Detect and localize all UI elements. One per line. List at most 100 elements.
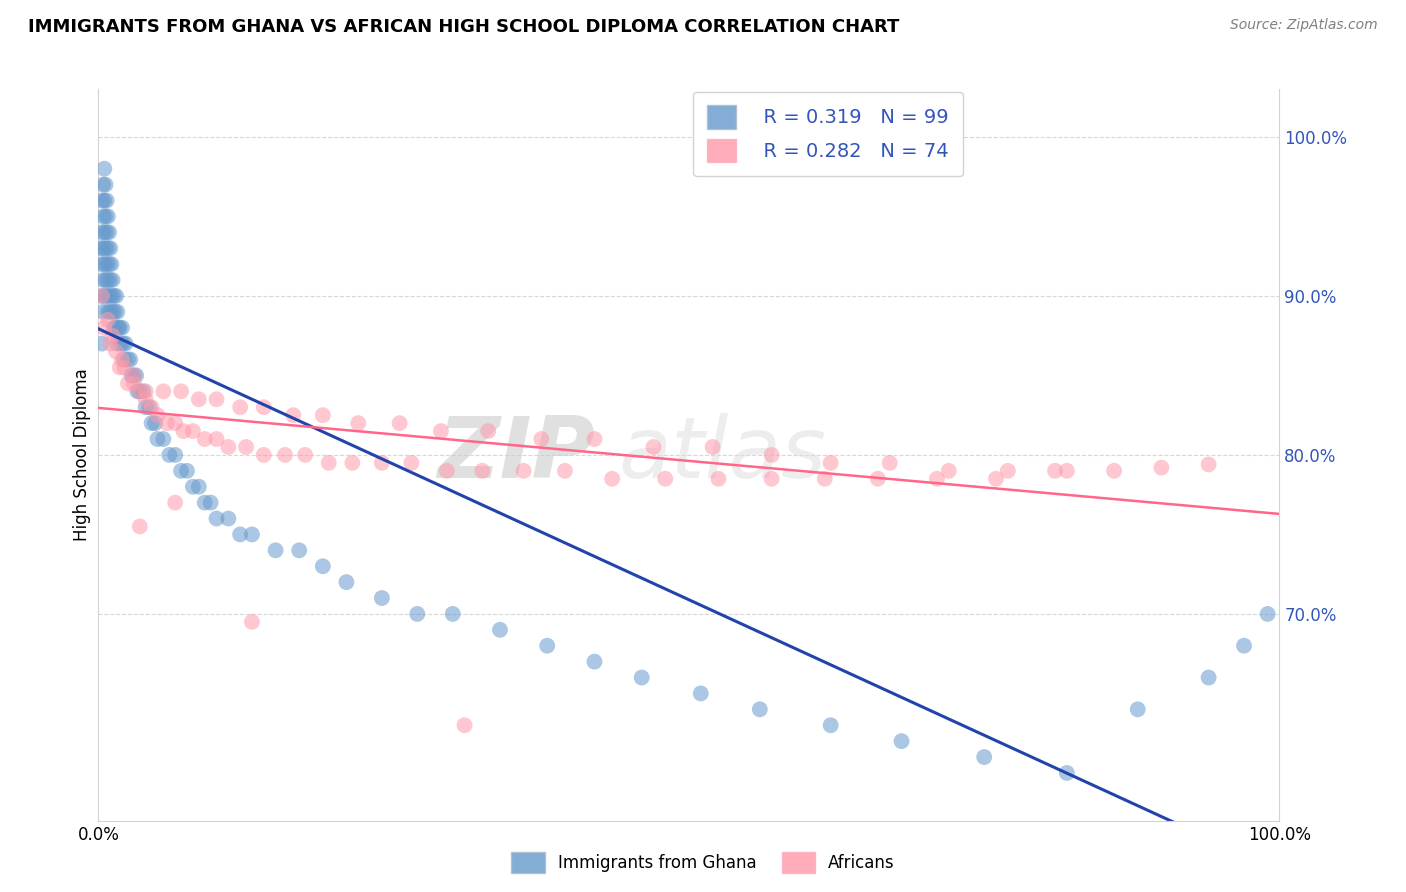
Point: [1198, 671, 1220, 685]
Point: [112, 360, 135, 375]
Point: [93, 257, 115, 271]
Point: [90, 241, 112, 255]
Point: [111, 320, 134, 334]
Point: [122, 376, 145, 391]
Point: [253, 401, 276, 415]
Point: [94, 210, 117, 224]
Text: IMMIGRANTS FROM GHANA VS AFRICAN HIGH SCHOOL DIPLOMA CORRELATION CHART: IMMIGRANTS FROM GHANA VS AFRICAN HIGH SC…: [28, 18, 900, 36]
Point: [125, 368, 148, 383]
Point: [141, 416, 163, 430]
Point: [187, 480, 209, 494]
Point: [925, 472, 948, 486]
Point: [117, 352, 139, 367]
Point: [143, 416, 166, 430]
Point: [172, 424, 194, 438]
Point: [97, 312, 120, 326]
Point: [96, 257, 118, 271]
Point: [93, 161, 115, 176]
Point: [97, 210, 120, 224]
Point: [318, 456, 340, 470]
Legend:   R = 0.319   N = 99,   R = 0.282   N = 74: R = 0.319 N = 99, R = 0.282 N = 74: [693, 92, 963, 176]
Point: [132, 384, 155, 399]
Point: [117, 376, 139, 391]
Point: [97, 241, 120, 255]
Point: [1150, 460, 1173, 475]
Point: [200, 495, 222, 509]
Point: [103, 320, 125, 334]
Point: [630, 671, 652, 685]
Point: [100, 289, 122, 303]
Point: [643, 440, 665, 454]
Point: [489, 623, 512, 637]
Point: [98, 305, 121, 319]
Point: [98, 336, 121, 351]
Point: [240, 615, 263, 629]
Point: [441, 607, 464, 621]
Point: [536, 639, 558, 653]
Point: [94, 178, 117, 192]
Point: [93, 289, 115, 303]
Point: [97, 273, 120, 287]
Point: [1056, 766, 1078, 780]
Point: [141, 401, 163, 415]
Point: [91, 273, 114, 287]
Point: [93, 225, 115, 239]
Point: [1198, 458, 1220, 472]
Point: [973, 750, 995, 764]
Point: [112, 352, 135, 367]
Point: [176, 464, 198, 478]
Point: [217, 440, 239, 454]
Point: [1102, 464, 1125, 478]
Point: [229, 401, 252, 415]
Point: [512, 464, 534, 478]
Point: [105, 344, 128, 359]
Point: [654, 472, 676, 486]
Point: [91, 336, 114, 351]
Point: [205, 511, 228, 525]
Point: [108, 320, 131, 334]
Point: [98, 241, 121, 255]
Point: [91, 257, 114, 271]
Point: [181, 480, 204, 494]
Point: [997, 464, 1019, 478]
Point: [1126, 702, 1149, 716]
Point: [128, 384, 150, 399]
Point: [165, 416, 187, 430]
Point: [205, 392, 228, 407]
Point: [122, 368, 145, 383]
Point: [121, 368, 143, 383]
Point: [110, 336, 132, 351]
Point: [91, 210, 114, 224]
Point: [91, 225, 114, 239]
Point: [111, 352, 134, 367]
Point: [288, 543, 311, 558]
Point: [229, 527, 252, 541]
Point: [135, 401, 157, 415]
Point: [114, 336, 136, 351]
Text: atlas: atlas: [619, 413, 827, 497]
Point: [105, 289, 128, 303]
Point: [814, 472, 837, 486]
Text: Source: ZipAtlas.com: Source: ZipAtlas.com: [1230, 18, 1378, 32]
Point: [707, 472, 730, 486]
Point: [187, 392, 209, 407]
Point: [600, 472, 623, 486]
Point: [235, 440, 257, 454]
Text: ZIP: ZIP: [437, 413, 595, 497]
Point: [347, 416, 370, 430]
Point: [342, 456, 364, 470]
Point: [103, 289, 125, 303]
Point: [702, 440, 724, 454]
Point: [94, 273, 117, 287]
Point: [128, 519, 150, 533]
Point: [240, 527, 263, 541]
Point: [152, 432, 174, 446]
Point: [91, 289, 114, 303]
Point: [93, 194, 115, 208]
Point: [105, 320, 128, 334]
Point: [122, 368, 145, 383]
Point: [866, 472, 889, 486]
Point: [91, 305, 114, 319]
Point: [108, 360, 131, 375]
Point: [194, 432, 217, 446]
